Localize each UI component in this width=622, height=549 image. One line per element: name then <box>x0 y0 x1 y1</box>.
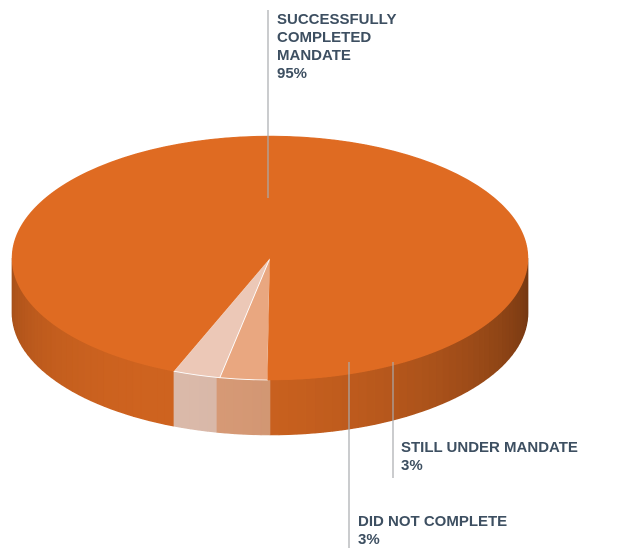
slice-side-wall <box>429 351 436 409</box>
slice-side-wall <box>118 357 125 414</box>
slice-side-wall <box>182 373 191 429</box>
slice-side-wall <box>456 340 462 398</box>
slice-side-wall <box>383 366 391 423</box>
slice-side-wall <box>42 315 46 374</box>
slice-side-wall <box>358 371 366 428</box>
slice-side-wall <box>190 374 199 430</box>
slice-side-wall <box>84 343 90 401</box>
slice-side-wall <box>18 283 20 342</box>
slice-side-wall <box>399 361 407 418</box>
slice-label-line: MANDATE <box>277 47 396 65</box>
slice-side-wall <box>61 330 66 388</box>
slice-side-wall <box>234 379 243 435</box>
slice-side-wall <box>375 368 383 425</box>
slice-label-line: DID NOT COMPLETE <box>358 513 507 531</box>
slice-side-wall <box>297 379 306 435</box>
slice-side-wall <box>479 326 484 384</box>
slice-side-wall <box>133 361 141 418</box>
slice-side-wall <box>443 346 450 404</box>
slice-value-label: 3% <box>358 531 507 549</box>
slice-side-wall <box>216 377 225 433</box>
slice-side-wall <box>199 375 208 431</box>
slice-side-wall <box>104 351 111 409</box>
slice-side-wall <box>38 311 42 370</box>
slice-label-line: STILL UNDER MANDATE <box>401 439 578 457</box>
slice-side-wall <box>324 376 333 432</box>
slice-side-wall <box>261 380 270 435</box>
slice-side-wall <box>391 364 399 421</box>
slice-side-wall <box>270 380 279 435</box>
slice-side-wall <box>72 336 78 394</box>
slice-side-wall <box>306 378 315 434</box>
slice-side-wall <box>28 300 31 359</box>
slice-side-wall <box>493 315 497 374</box>
slice-side-wall <box>449 343 455 401</box>
slice-side-wall <box>56 326 61 384</box>
pie-slice-0 <box>12 136 528 380</box>
slice-label-successfully-completed: SUCCESSFULLY COMPLETED MANDATE 95% <box>277 11 396 83</box>
slice-label-still-under-mandate: STILL UNDER MANDATE 3% <box>401 439 578 475</box>
slice-side-wall <box>367 369 375 426</box>
slice-side-wall <box>20 288 22 347</box>
slice-side-wall <box>173 371 181 428</box>
slice-side-wall <box>436 349 443 407</box>
slice-side-wall <box>407 359 415 416</box>
slice-side-wall <box>414 357 421 414</box>
slice-side-wall <box>243 379 252 434</box>
slice-side-wall <box>509 300 512 359</box>
slice-side-wall <box>157 368 165 425</box>
slice-side-wall <box>47 319 52 378</box>
slice-side-wall <box>208 376 217 432</box>
slice-side-wall <box>515 292 518 351</box>
slice-side-wall <box>462 336 468 394</box>
slice-side-wall <box>22 292 25 351</box>
slice-side-wall <box>31 304 35 363</box>
slice-side-wall <box>91 346 98 404</box>
slice-side-wall <box>126 359 134 416</box>
slice-side-wall <box>51 323 56 382</box>
slice-side-wall <box>111 354 118 412</box>
slice-side-wall <box>520 283 522 342</box>
slice-value-label: 3% <box>401 457 578 475</box>
slice-label-did-not-complete: DID NOT COMPLETE 3% <box>358 513 507 549</box>
slice-side-wall <box>288 379 297 434</box>
slice-side-wall <box>34 308 38 367</box>
slice-side-wall <box>350 373 359 429</box>
slice-side-wall <box>252 380 261 435</box>
slice-side-wall <box>149 366 157 423</box>
slice-side-wall <box>518 288 520 347</box>
slice-side-wall <box>279 380 288 435</box>
slice-label-line: SUCCESSFULLY <box>277 11 396 29</box>
slice-label-line: COMPLETED <box>277 29 396 47</box>
slice-side-wall <box>473 330 478 388</box>
slice-side-wall <box>332 375 341 431</box>
slice-side-wall <box>67 333 73 391</box>
slice-side-wall <box>141 364 149 421</box>
slice-side-wall <box>512 296 515 355</box>
slice-side-wall <box>165 369 173 426</box>
slice-side-wall <box>489 319 494 378</box>
slice-value-label: 95% <box>277 65 396 83</box>
slice-side-wall <box>498 311 502 370</box>
slice-side-wall <box>506 304 510 363</box>
slice-side-wall <box>97 349 104 407</box>
slice-side-wall <box>484 323 489 382</box>
slice-side-wall <box>225 378 234 434</box>
slice-side-wall <box>25 296 28 355</box>
slice-side-wall <box>315 377 324 433</box>
slice-side-wall <box>468 333 474 391</box>
slice-side-wall <box>502 308 506 367</box>
slice-side-wall <box>78 340 84 398</box>
slice-side-wall <box>422 354 429 412</box>
